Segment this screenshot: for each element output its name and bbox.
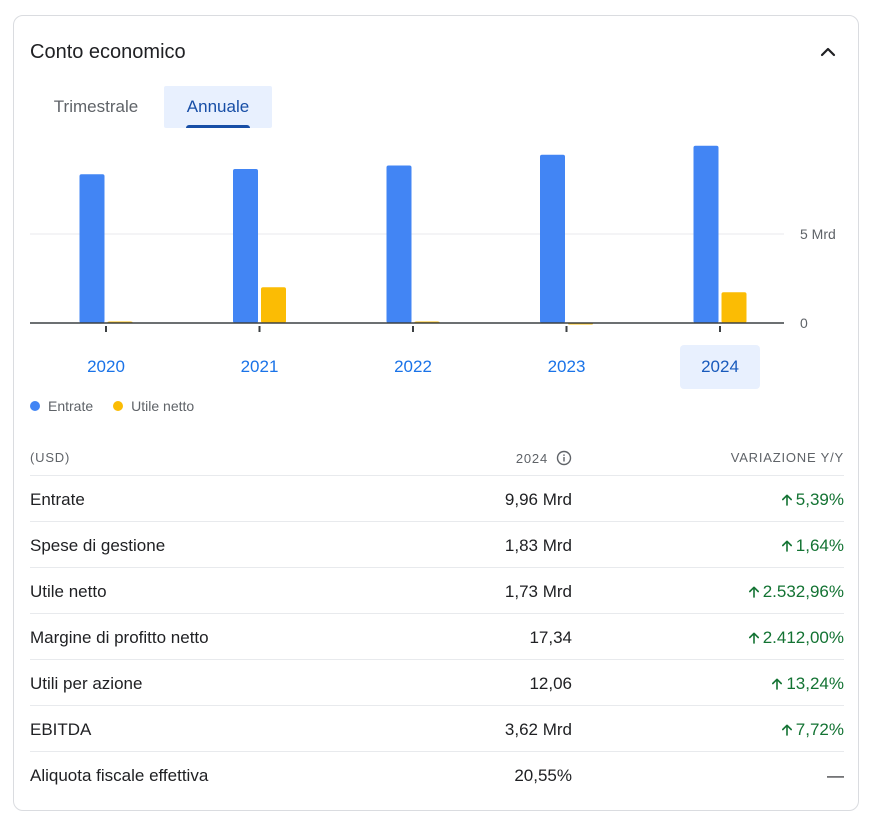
tab-quarterly-label: Trimestrale xyxy=(53,97,139,116)
table-row: Spese di gestione 1,83 Mrd 1,64% xyxy=(30,522,844,568)
table-row: Margine di profitto netto 17,34 2.412,00% xyxy=(30,614,844,660)
row-label: Aliquota fiscale effettiva xyxy=(30,766,209,785)
row-label: Margine di profitto netto xyxy=(30,628,209,647)
bar-revenue-2023 xyxy=(540,154,565,323)
row-change: 1,64% xyxy=(780,536,844,556)
y-tick-label: 0 xyxy=(800,315,808,331)
legend-dot-revenue xyxy=(30,401,40,411)
bar-revenue-2024 xyxy=(693,145,719,323)
tab-annual-label: Annuale xyxy=(186,97,250,116)
card-title: Conto economico xyxy=(30,41,186,63)
legend-item-net-income: Utile netto xyxy=(113,398,194,414)
row-change: 5,39% xyxy=(780,490,844,510)
arrow-up-icon xyxy=(748,586,759,598)
row-value: 12,06 xyxy=(529,674,572,693)
currency-header: (USD) xyxy=(30,450,71,465)
row-change: — xyxy=(827,766,844,786)
bar-revenue-2022 xyxy=(386,165,412,323)
year-button-2024[interactable]: 2024 xyxy=(680,345,760,389)
row-change: 2.412,00% xyxy=(747,628,844,648)
row-label: Entrate xyxy=(30,490,85,509)
table-body: Entrate 9,96 Mrd 5,39% Spese di gestione 1,8… xyxy=(30,476,844,798)
table-row: Aliquota fiscale effettiva 20,55% — xyxy=(30,752,844,798)
row-label: EBITDA xyxy=(30,720,92,739)
legend-dot-net-income xyxy=(113,401,124,411)
year-header-label: 2024 xyxy=(515,450,548,466)
row-label: Utile netto xyxy=(30,582,107,601)
collapse-button[interactable] xyxy=(814,38,842,66)
table-row: Utile netto 1,73 Mrd 2.532,96% xyxy=(30,568,844,614)
row-change-value: — xyxy=(827,766,844,785)
bar-net-income-2021 xyxy=(261,287,286,323)
arrow-up-icon xyxy=(748,632,759,644)
arrow-up-icon xyxy=(781,724,792,736)
row-change-value: 2.412,00% xyxy=(762,628,844,647)
row-value: 17,34 xyxy=(529,628,572,647)
financials-table: (USD) 2024 VARIAZIONE Y/Y Entrate 9,96 Mr… xyxy=(30,430,844,798)
legend-label-revenue: Entrate xyxy=(48,398,94,414)
chart-svg: 0 5 Mrd xyxy=(30,145,836,332)
row-change-value: 13,24% xyxy=(786,674,844,693)
bar-revenue-2020 xyxy=(79,174,105,323)
year-header: 2024 xyxy=(516,450,572,466)
row-value: 9,96 Mrd xyxy=(504,490,572,509)
year-button-2021[interactable]: 2021 xyxy=(240,357,279,376)
row-change: 13,24% xyxy=(770,674,844,694)
row-change-value: 2.532,96% xyxy=(762,582,844,601)
row-change-value: 7,72% xyxy=(795,720,844,739)
year-button-2022[interactable]: 2022 xyxy=(394,357,432,376)
arrow-up-icon xyxy=(772,678,783,690)
row-label: Spese di gestione xyxy=(30,536,166,555)
tab-selected-indicator xyxy=(186,125,250,128)
year-button-2023[interactable]: 2023 xyxy=(547,357,586,376)
legend-label-net-income: Utile netto xyxy=(131,398,195,414)
legend-item-revenue: Entrate xyxy=(30,398,93,414)
bar-net-income-2024 xyxy=(721,292,747,323)
table-row: Utili per azione 12,06 13,24% xyxy=(30,660,844,706)
arrow-up-icon xyxy=(781,540,792,552)
row-change: 7,72% xyxy=(780,720,844,740)
change-header: VARIAZIONE Y/Y xyxy=(730,450,844,465)
row-value: 1,83 Mrd xyxy=(504,536,572,555)
arrow-up-icon xyxy=(781,494,792,506)
row-change: 2.532,96% xyxy=(747,582,844,602)
row-value: 3,62 Mrd xyxy=(504,720,572,739)
year-button-2020[interactable]: 2020 xyxy=(87,357,125,376)
row-change-value: 5,39% xyxy=(795,490,844,509)
revenue-income-chart: 0 5 Mrd 2020 2021 2022 2023 2024 xyxy=(14,16,860,416)
tab-annual[interactable]: Annuale xyxy=(164,86,272,128)
income-statement-card: Conto economico Trimestrale Annuale 0 5 M… xyxy=(13,15,859,811)
chevron-up-icon xyxy=(820,47,836,57)
chart-legend: Entrate Utile netto xyxy=(30,398,194,414)
bar-revenue-2021 xyxy=(233,169,258,323)
row-value: 20,55% xyxy=(514,766,572,785)
table-header: (USD) 2024 VARIAZIONE Y/Y xyxy=(30,430,844,476)
row-value: 1,73 Mrd xyxy=(504,582,572,601)
y-tick-label: 5 Mrd xyxy=(800,226,836,242)
row-change-value: 1,64% xyxy=(795,536,844,555)
info-icon[interactable] xyxy=(556,450,572,466)
tab-quarterly[interactable]: Trimestrale xyxy=(34,86,158,128)
row-label: Utili per azione xyxy=(30,674,143,693)
table-row: Entrate 9,96 Mrd 5,39% xyxy=(30,476,844,522)
table-row: EBITDA 3,62 Mrd 7,72% xyxy=(30,706,844,752)
